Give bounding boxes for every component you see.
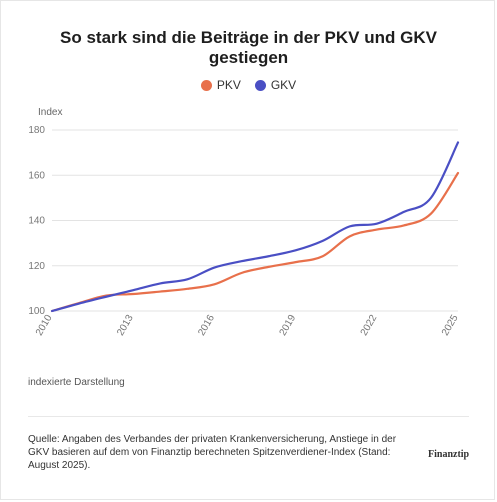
legend-label-pkv: PKV (216, 78, 241, 92)
grid-lines (52, 129, 458, 312)
legend-label-gkv: GKV (270, 78, 297, 92)
chart-title-line-2: gestiegen (208, 48, 289, 67)
legend-item-pkv: PKV (200, 78, 241, 92)
x-tick-label: 2019 (278, 313, 299, 338)
y-tick-label: 140 (28, 216, 45, 227)
x-tick-label: 2016 (196, 313, 217, 338)
x-tick-label: 2013 (115, 313, 136, 338)
y-axis-label: Index (38, 107, 62, 118)
x-tick-label: 2022 (359, 313, 380, 338)
y-tick-label: 100 (28, 306, 45, 317)
legend-marker-gkv (254, 79, 266, 91)
legend-item-gkv: GKV (254, 78, 297, 92)
divider (28, 416, 469, 417)
y-tick-label: 160 (28, 170, 45, 181)
indexed-note: indexierte Darstellung (28, 377, 125, 388)
plot-lines (50, 141, 460, 313)
legend-marker-pkv (200, 79, 212, 91)
chart-legend: PKV GKV (0, 78, 497, 92)
y-tick-label: 120 (28, 261, 45, 272)
series-line-gkv (50, 141, 460, 313)
y-axis: 100 120 140 160 180 (28, 125, 45, 317)
y-tick-label: 180 (28, 125, 45, 136)
finanztip-logo: Finanztip (428, 449, 470, 460)
x-tick-label: 2025 (440, 313, 461, 338)
chart-title: So stark sind die Beiträge in der PKV un… (20, 28, 477, 68)
x-axis: 2010 2013 2016 2019 2022 2025 (34, 313, 461, 338)
chart-title-line-1: So stark sind die Beiträge in der PKV un… (60, 28, 437, 47)
source-text: Quelle: Angaben des Verbandes der privat… (28, 434, 397, 471)
series-line-pkv (50, 171, 460, 313)
